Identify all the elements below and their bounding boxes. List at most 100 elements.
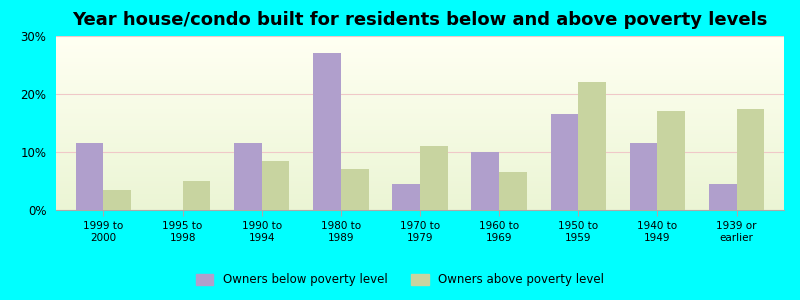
Bar (56, 36, 784, 37)
Bar (56, 94, 784, 95)
Bar (56, 81, 784, 82)
Bar (56, 181, 784, 182)
Bar (56, 146, 784, 147)
Bar (56, 107, 784, 108)
Bar (56, 154, 784, 155)
Bar (56, 71, 784, 72)
Bar (56, 195, 784, 196)
Bar (56, 207, 784, 208)
Bar (56, 103, 784, 104)
Bar (56, 63, 784, 64)
Bar (56, 132, 784, 133)
Bar (56, 40, 784, 41)
Bar (56, 166, 784, 167)
Bar (56, 89, 784, 90)
Bar (56, 151, 784, 152)
Bar (56, 208, 784, 209)
Bar (56, 85, 784, 86)
Bar (56, 99, 784, 100)
Bar (56, 45, 784, 46)
Bar (56, 177, 784, 178)
Bar (56, 196, 784, 197)
Bar (56, 173, 784, 174)
Bar (56, 78, 784, 79)
Bar (56, 153, 784, 154)
Bar (56, 46, 784, 47)
Bar (56, 70, 784, 71)
Bar (499, 172, 527, 210)
Bar (56, 134, 784, 135)
Bar (56, 201, 784, 202)
Bar (56, 75, 784, 76)
Bar (56, 49, 784, 50)
Bar (56, 38, 784, 39)
Bar (56, 105, 784, 106)
Bar (56, 125, 784, 126)
Bar (56, 136, 784, 137)
Bar (56, 59, 784, 60)
Bar (56, 191, 784, 192)
Bar (56, 192, 784, 193)
Bar (56, 160, 784, 161)
Bar (56, 101, 784, 102)
Bar (56, 118, 784, 119)
Bar (56, 178, 784, 179)
Bar (56, 61, 784, 62)
Bar (56, 155, 784, 156)
Bar (56, 109, 784, 110)
Bar (56, 190, 784, 191)
Bar (56, 144, 784, 145)
Bar (76, 143, 103, 210)
Legend: Owners below poverty level, Owners above poverty level: Owners below poverty level, Owners above… (191, 269, 609, 291)
Bar (658, 111, 685, 210)
Bar (56, 85, 784, 86)
Bar (56, 72, 784, 73)
Bar (56, 67, 784, 68)
Bar (56, 93, 784, 94)
Bar (56, 56, 784, 57)
Bar (56, 39, 784, 40)
Bar (709, 184, 737, 210)
Bar (56, 83, 784, 84)
Bar (56, 92, 784, 93)
Bar (234, 143, 262, 210)
Bar (56, 95, 784, 96)
Bar (56, 130, 784, 131)
Bar (550, 114, 578, 210)
Bar (56, 77, 784, 78)
Bar (56, 206, 784, 207)
Bar (56, 110, 784, 111)
Bar (56, 100, 784, 101)
Bar (56, 187, 784, 188)
Bar (56, 185, 784, 186)
Bar (103, 190, 131, 210)
Bar (56, 180, 784, 181)
Bar (56, 169, 784, 170)
Bar (56, 203, 784, 204)
Bar (56, 149, 784, 150)
Bar (56, 117, 784, 118)
Bar (56, 127, 784, 128)
Bar (56, 42, 784, 43)
Bar (56, 108, 784, 109)
Bar (56, 58, 784, 59)
Bar (56, 88, 784, 89)
Bar (56, 121, 784, 122)
Bar (56, 189, 784, 190)
Bar (56, 183, 784, 184)
Bar (56, 147, 784, 148)
Bar (56, 74, 784, 75)
Bar (56, 68, 784, 69)
Bar (56, 209, 784, 210)
Bar (56, 91, 784, 92)
Bar (56, 202, 784, 203)
Bar (56, 120, 784, 121)
Bar (56, 96, 784, 97)
Bar (56, 113, 784, 114)
Bar (578, 82, 606, 210)
Bar (56, 193, 784, 194)
Bar (56, 157, 784, 158)
Bar (56, 54, 784, 55)
Bar (56, 182, 784, 183)
Bar (56, 129, 784, 130)
